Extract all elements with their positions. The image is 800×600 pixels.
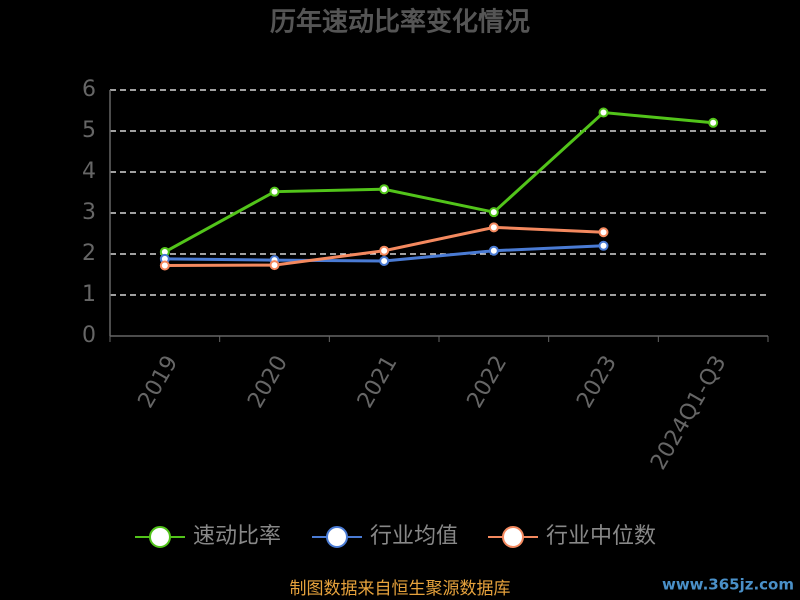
- data-point: [598, 240, 609, 251]
- legend-marker: [149, 526, 171, 548]
- data-point: [379, 184, 390, 195]
- data-point: [598, 227, 609, 238]
- source-note: 制图数据来自恒生聚源数据库: [290, 579, 511, 599]
- y-tick-label: 0: [82, 323, 96, 348]
- data-point: [379, 245, 390, 256]
- legend-label: 行业中位数: [546, 524, 656, 549]
- legend-marker: [502, 526, 524, 548]
- y-tick-label: 3: [82, 200, 96, 225]
- y-tick-label: 2: [82, 241, 96, 266]
- y-tick-label: 4: [82, 159, 96, 184]
- legend-label: 速动比率: [193, 524, 281, 549]
- y-tick-label: 1: [82, 282, 96, 307]
- data-point: [269, 186, 280, 197]
- data-point: [708, 117, 719, 128]
- watermark: www.365jz.com: [662, 576, 794, 594]
- chart-title: 历年速动比率变化情况: [270, 7, 530, 38]
- y-tick-label: 5: [82, 118, 96, 143]
- data-point: [598, 107, 609, 118]
- series-line: [164, 110, 714, 254]
- data-point: [379, 255, 390, 266]
- data-point: [488, 222, 499, 233]
- y-tick-label: 6: [82, 77, 96, 102]
- data-point: [488, 207, 499, 218]
- legend-marker: [326, 526, 348, 548]
- legend-label: 行业均值: [370, 524, 458, 549]
- data-point: [488, 245, 499, 256]
- data-point: [159, 260, 170, 271]
- data-point: [269, 260, 280, 271]
